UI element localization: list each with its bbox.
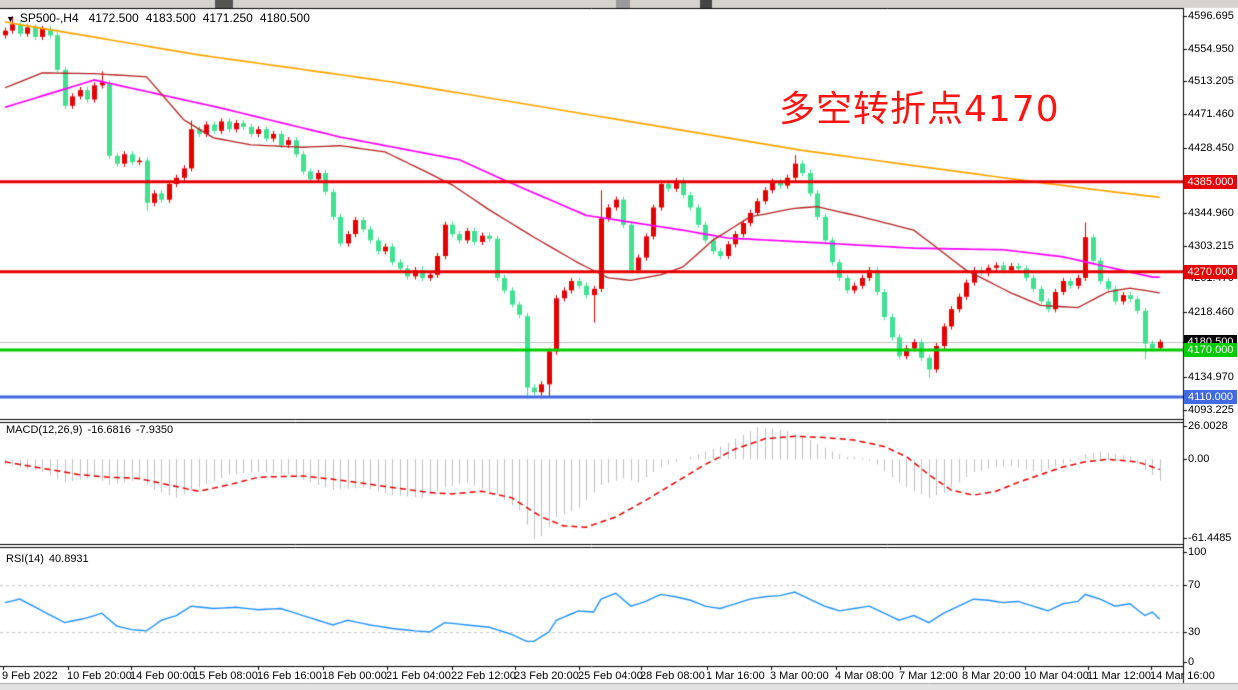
price-chart-canvas[interactable]: [0, 0, 1238, 690]
mt4-chart-window: ▼ SP500-,H4 4172.500 4183.500 4171.250 4180.5…: [0, 0, 1238, 690]
